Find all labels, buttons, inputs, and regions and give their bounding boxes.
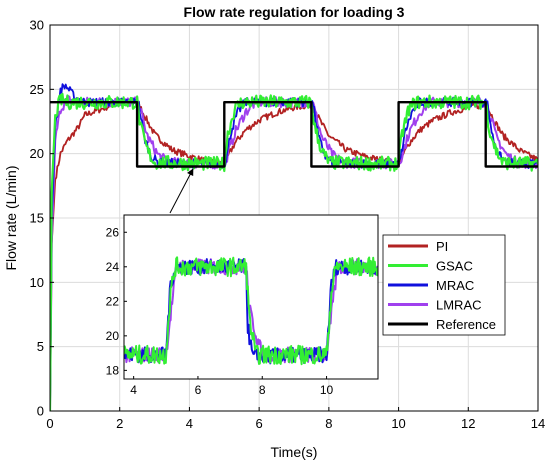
legend-label-lmrac: LMRAC: [436, 298, 482, 313]
legend-label-pi: PI: [436, 239, 448, 254]
inset-ticks: 4 6 8 10 18 20 22 24 26: [106, 225, 334, 397]
zoom-arrow: [169, 168, 194, 214]
inset-x-tick-label: 6: [195, 383, 202, 397]
inset-frame: [123, 214, 379, 380]
x-tick-label: 8: [325, 416, 332, 431]
main-series-group: [50, 83, 538, 411]
inset-series-group: [124, 256, 378, 366]
inset-x-tick-label: 4: [130, 383, 137, 397]
y-tick-label: 15: [30, 211, 44, 226]
y-tick-label: 5: [37, 339, 44, 354]
series-line-reference: [50, 101, 538, 168]
inset-y-tick-label: 18: [106, 363, 120, 377]
chart-title: Flow rate regulation for loading 3: [184, 4, 405, 20]
inset-y-tick-label: 22: [106, 294, 120, 308]
legend: PI GSAC MRAC LMRAC Reference: [382, 234, 506, 336]
series-line-gsac: [50, 92, 538, 411]
legend-label-gsac: GSAC: [436, 259, 473, 274]
y-tick-label: 20: [30, 146, 44, 161]
legend-label-reference: Reference: [436, 317, 496, 332]
legend-label-mrac: MRAC: [436, 278, 474, 293]
x-tick-label: 4: [186, 416, 193, 431]
x-tick-label: 10: [391, 416, 405, 431]
y-tick-label: 10: [30, 275, 44, 290]
y-tick-label: 0: [37, 404, 44, 419]
y-axis-label: Flow rate (L/min): [3, 165, 19, 270]
inset-y-tick-label: 26: [106, 225, 120, 239]
y-tick-label: 25: [30, 82, 44, 97]
x-tick-label: 6: [256, 416, 263, 431]
x-tick-label: 0: [46, 416, 53, 431]
y-tick-label: 30: [30, 18, 44, 33]
x-tick-label: 12: [461, 416, 475, 431]
x-tick-label: 2: [116, 416, 123, 431]
inset-y-tick-label: 24: [106, 260, 120, 274]
inset-y-tick-label: 20: [106, 329, 120, 343]
x-tick-label: 14: [531, 416, 545, 431]
inset-series-line-gsac: [124, 256, 378, 366]
inset-x-tick-label: 8: [259, 383, 266, 397]
x-axis-label: Time(s): [271, 444, 318, 460]
inset-x-tick-label: 10: [320, 383, 334, 397]
